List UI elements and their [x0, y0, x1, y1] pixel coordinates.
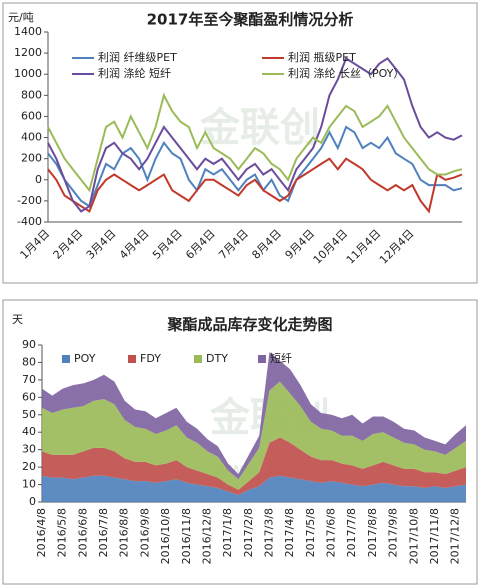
- x-tick-label: 2016/4/8: [35, 508, 48, 557]
- y-tick-label: 90: [22, 338, 36, 351]
- x-tick-label: 2017/4/8: [283, 508, 296, 557]
- y-tick-label: 10: [22, 478, 36, 491]
- x-tick-label: 2017/1/8: [221, 508, 234, 557]
- y-axis-unit: 天: [12, 313, 23, 326]
- chart-title: 2017年至今聚酯盈利情况分析: [147, 11, 354, 29]
- y-tick-label: 50: [22, 408, 36, 421]
- y-tick-label: 400: [21, 131, 42, 144]
- series-area: [42, 437, 466, 495]
- legend-label: DTY: [206, 352, 228, 365]
- y-tick-label: 80: [22, 355, 36, 368]
- x-tick-label: 2017/6/8: [325, 508, 338, 557]
- x-tick-label: 2017/7/8: [345, 508, 358, 557]
- y-tick-label: 60: [22, 390, 36, 403]
- legend-label: 利润 纤维级PET: [98, 50, 177, 64]
- series-line: [47, 157, 463, 214]
- x-tick-label: 2016/10/8: [159, 508, 172, 564]
- y-tick-label: -400: [17, 215, 42, 228]
- y-tick-label: 200: [21, 152, 42, 165]
- legend-label: 利润 涤纶 短纤: [98, 66, 171, 80]
- chart-title: 聚酯成品库存变化走势图: [166, 316, 332, 334]
- y-axis-unit: 元/吨: [8, 11, 34, 24]
- legend-swatch: [258, 355, 266, 363]
- legend-label: 利润 瓶级PET: [288, 50, 356, 64]
- legend-label: 短纤: [270, 351, 292, 365]
- x-tick-label: 2017/8/8: [366, 508, 379, 557]
- y-tick-label: 20: [22, 460, 36, 473]
- x-tick-label: 2017/12/8: [449, 508, 462, 564]
- x-tick-label: 2017/2/8: [242, 508, 255, 557]
- x-tick-label: 2017/9/8: [387, 508, 400, 557]
- y-tick-label: 600: [21, 109, 42, 122]
- series-line: [47, 125, 463, 208]
- series-line: [47, 56, 463, 213]
- legend-label: FDY: [140, 352, 161, 365]
- y-tick-label: -200: [17, 194, 42, 207]
- y-tick-label: 70: [22, 373, 36, 386]
- y-tick-label: 1400: [14, 25, 42, 38]
- x-tick-label: 2017/3/8: [263, 508, 276, 557]
- series-area: [42, 381, 466, 490]
- y-tick-label: 1200: [14, 46, 42, 59]
- x-tick-label: 2016/11/8: [180, 508, 193, 564]
- x-tick-label: 2016/6/8: [76, 508, 89, 557]
- frame-1: [2, 2, 478, 284]
- legend-swatch: [62, 355, 70, 363]
- x-tick-label: 2017/10/8: [407, 508, 420, 564]
- x-tick-label: 2017/5/8: [304, 508, 317, 557]
- x-tick-label: 2016/9/8: [138, 508, 151, 557]
- x-tick-label: 2016/7/8: [97, 508, 110, 557]
- series-area: [42, 475, 466, 502]
- legend-label: 利润 涤纶 长丝（POY）: [288, 66, 404, 80]
- series-line: [47, 92, 463, 193]
- y-tick-label: 1000: [14, 67, 42, 80]
- y-tick-label: 0: [29, 495, 36, 508]
- legend-swatch: [194, 355, 202, 363]
- y-tick-label: 30: [22, 443, 36, 456]
- legend-swatch: [128, 355, 136, 363]
- series-area: [42, 352, 466, 480]
- y-tick-label: 40: [22, 425, 36, 438]
- x-tick-label: 2016/5/8: [56, 508, 69, 557]
- watermark: 金联创: [199, 105, 320, 151]
- x-tick-label: 2016/8/8: [118, 508, 131, 557]
- y-tick-label: 0: [35, 173, 42, 186]
- x-tick-label: 2017/11/8: [428, 508, 441, 564]
- y-tick-label: 800: [21, 88, 42, 101]
- x-tick-label: 2016/12/8: [200, 508, 213, 564]
- chart: 聚酯成品库存变化走势图天金联创www.315i.com0102030405060…: [12, 313, 466, 564]
- legend-label: POY: [74, 352, 96, 365]
